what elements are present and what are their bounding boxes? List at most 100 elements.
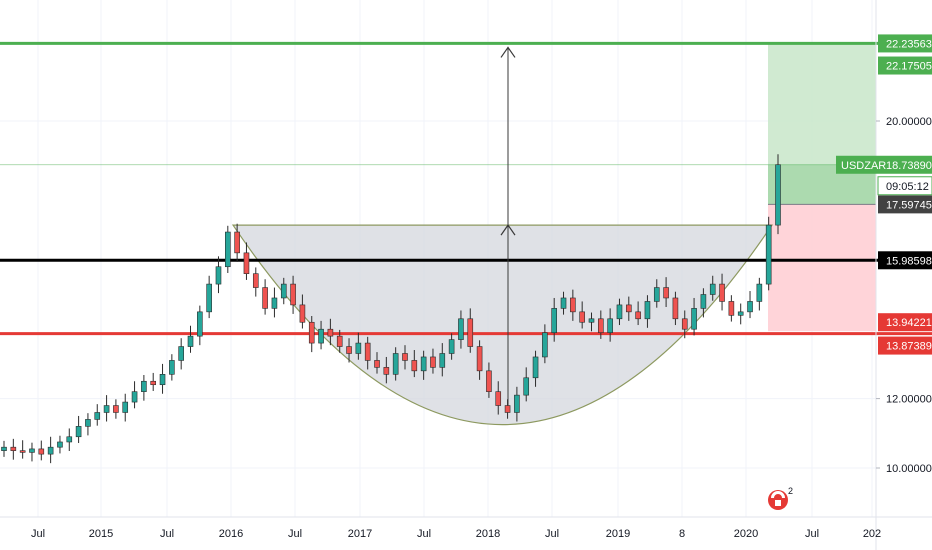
candle-body bbox=[29, 448, 35, 453]
candle-body bbox=[523, 377, 530, 396]
price-tag-box bbox=[878, 336, 932, 355]
candle-body bbox=[113, 405, 119, 413]
x-tick-label: Jul bbox=[805, 528, 819, 540]
candle-body bbox=[299, 304, 306, 323]
candle-body bbox=[681, 318, 688, 330]
candle-body bbox=[131, 391, 138, 403]
candle-body bbox=[625, 304, 632, 313]
x-tick-label: 2016 bbox=[219, 528, 243, 540]
candle-body bbox=[644, 301, 651, 320]
candle-body bbox=[280, 283, 287, 299]
time-scale[interactable]: Jul 2015 Jul 2016 Jul 2017 Jul 2018 Jul 2019 8 2020… bbox=[31, 528, 881, 540]
price-tag-target-zone: 22.17505 bbox=[886, 61, 932, 73]
candle-body bbox=[122, 401, 129, 413]
y-tick-label: 10.00000 bbox=[886, 463, 932, 475]
candle-body bbox=[271, 297, 278, 309]
measure-arrow bbox=[500, 46, 516, 411]
countdown-label: 09:05:12 bbox=[886, 181, 929, 193]
countdown-box bbox=[877, 176, 932, 196]
candle-body bbox=[672, 297, 679, 320]
price-scale[interactable]: 10.00000 12.00000 20.00000 bbox=[876, 116, 932, 475]
symbol-tag: USDZAR bbox=[841, 160, 886, 172]
candle-body bbox=[653, 287, 660, 302]
candle-body bbox=[355, 342, 362, 354]
price-tag-box bbox=[878, 251, 932, 270]
x-tick-label: Jul bbox=[545, 528, 559, 540]
candle-body bbox=[700, 294, 707, 309]
candle-body bbox=[504, 405, 511, 413]
price-tag-stop-zone: 13.94221 bbox=[886, 317, 932, 329]
y-tick-label: 12.00000 bbox=[886, 394, 932, 406]
candle-body bbox=[336, 335, 343, 347]
candle-body bbox=[141, 380, 147, 392]
x-tick-label: 2015 bbox=[89, 528, 113, 540]
price-tag-target-top: 22.23563 bbox=[886, 38, 932, 50]
candle-body bbox=[607, 318, 613, 333]
tradingview-logo-icon: 2 bbox=[768, 486, 793, 510]
price-tag-box bbox=[878, 56, 932, 75]
arrow-head-rim bbox=[500, 224, 516, 236]
candle-body bbox=[383, 367, 390, 375]
candle-body bbox=[467, 318, 474, 347]
symbol-tag-box bbox=[836, 155, 878, 174]
svg-text:2: 2 bbox=[788, 486, 793, 496]
x-tick-label: Jul bbox=[288, 528, 302, 540]
candle-body bbox=[616, 304, 623, 320]
candle-body bbox=[448, 339, 455, 354]
candle-body bbox=[514, 394, 520, 413]
candle-body bbox=[663, 287, 669, 299]
candle-body bbox=[94, 412, 101, 420]
price-tag-current: 18.73890 bbox=[886, 160, 932, 172]
candle-body bbox=[411, 360, 418, 372]
candle-body bbox=[719, 283, 725, 302]
candle-body bbox=[542, 332, 548, 358]
candle-body bbox=[75, 426, 82, 438]
candle-body bbox=[57, 441, 63, 448]
candle-body bbox=[551, 308, 557, 333]
candle-body bbox=[635, 311, 641, 320]
x-tick-label: Jul bbox=[417, 528, 431, 540]
candle-body bbox=[392, 353, 399, 375]
candle-body bbox=[747, 301, 753, 313]
candle-body bbox=[420, 356, 427, 372]
candle-body bbox=[66, 436, 73, 443]
candle-body bbox=[225, 231, 231, 268]
candle-body bbox=[532, 356, 539, 379]
candle-body bbox=[598, 318, 604, 333]
candle-body bbox=[197, 311, 203, 337]
candle-body bbox=[159, 374, 166, 386]
candle-body bbox=[495, 391, 502, 406]
loss-zone bbox=[768, 204, 876, 332]
candle-body bbox=[737, 311, 744, 316]
candle-body bbox=[588, 318, 595, 323]
candle-body bbox=[234, 231, 240, 254]
candle-body bbox=[150, 380, 157, 386]
price-tag-entry: 17.59745 bbox=[886, 199, 932, 211]
candle-body bbox=[103, 405, 110, 413]
candle-body bbox=[765, 224, 772, 285]
candle-body bbox=[439, 353, 446, 368]
candle-body bbox=[243, 252, 250, 274]
x-tick-label: 8 bbox=[679, 528, 685, 540]
candle-body bbox=[364, 342, 371, 361]
candle-body bbox=[560, 297, 567, 309]
price-tag-box bbox=[878, 195, 932, 214]
candle-body bbox=[252, 273, 259, 288]
candle-body bbox=[775, 164, 781, 226]
profit-zone bbox=[768, 43, 876, 205]
candle-body bbox=[19, 450, 26, 453]
candle-body bbox=[691, 308, 697, 330]
x-tick-label: Jul bbox=[160, 528, 174, 540]
horizontal-levels bbox=[0, 41, 932, 336]
candle-body bbox=[570, 297, 576, 313]
candle-body bbox=[756, 283, 763, 302]
arrow-head-top bbox=[500, 46, 516, 58]
candle-body bbox=[476, 346, 483, 372]
candle-body bbox=[458, 318, 464, 340]
x-tick-label: Jul bbox=[31, 528, 45, 540]
candle-body bbox=[318, 328, 324, 344]
price-tag-support: 13.87389 bbox=[886, 341, 932, 353]
candle-body bbox=[215, 266, 222, 285]
price-tag-box bbox=[878, 155, 932, 174]
